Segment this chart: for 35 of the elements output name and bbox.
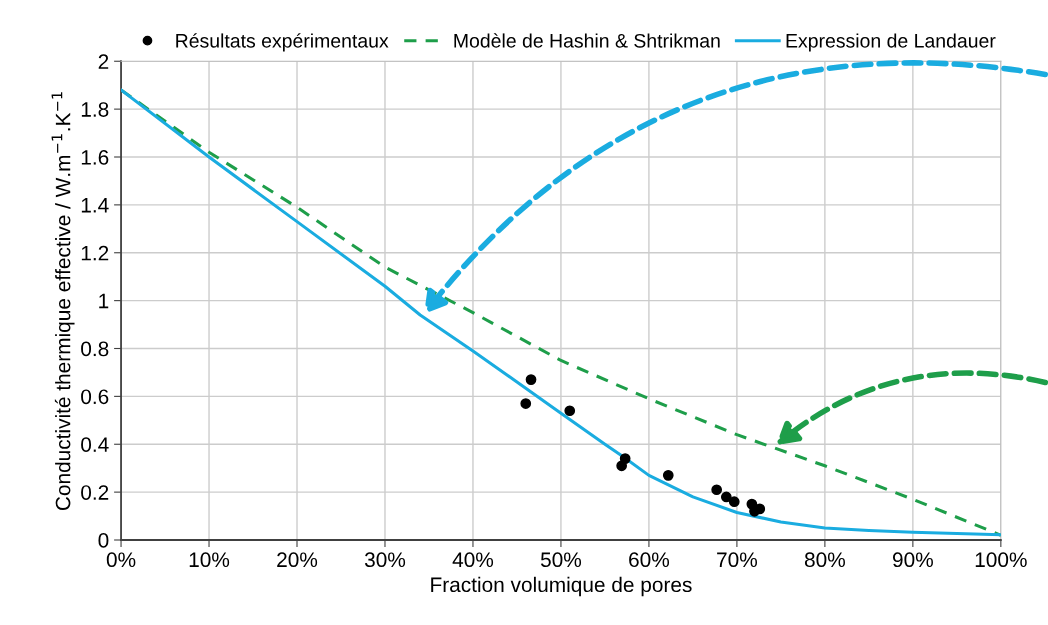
x-tick-label: 30% [364, 552, 406, 568]
y-tick-label: 1.2 [81, 245, 109, 261]
legend-label: Modèle de Hashin & Shtrikman [454, 33, 720, 48]
x-tick-label: 20% [277, 552, 318, 568]
y-tick-label: 1.4 [81, 198, 109, 213]
point [720, 491, 732, 503]
x-tick-label: 50% [540, 552, 582, 568]
x-tick-label: 100% [975, 552, 1027, 568]
y-tick-label: 0.4 [81, 437, 109, 452]
y-tick-label: 0 [98, 533, 109, 548]
x-tick-label: 90% [892, 552, 933, 568]
y-tick-label: 1 [99, 293, 109, 309]
y-tick-label: 1.8 [81, 102, 109, 117]
x-tick-label: 0% [106, 552, 136, 568]
legend-label: Résultats expérimentaux [176, 33, 389, 52]
point [662, 470, 674, 481]
y-tick-label: 0.8 [81, 341, 109, 357]
point [711, 484, 723, 496]
x-tick-label: 80% [804, 552, 845, 568]
legend-label: Expression de Landauer [786, 33, 996, 52]
y-tick-label: 1.6 [81, 150, 109, 165]
point [728, 496, 740, 508]
x-tick-label: 70% [717, 552, 758, 568]
x-tick-label: 60% [629, 552, 670, 568]
point [564, 405, 576, 417]
x-tick-label: 40% [452, 552, 494, 568]
y-axis-title: Conductivité thermique effective / W.m$^{−1}$.K$^{−1}$ [51, 92, 75, 511]
x-tick-label: 10% [189, 552, 230, 568]
x-axis-title: Fraction volumique de pores [431, 576, 692, 597]
y-tick-label: 0.2 [81, 485, 109, 500]
point [525, 374, 537, 385]
point [520, 398, 532, 409]
point [619, 453, 631, 464]
y-tick-label: 2 [98, 54, 109, 69]
y-tick-label: 0.6 [81, 389, 109, 405]
